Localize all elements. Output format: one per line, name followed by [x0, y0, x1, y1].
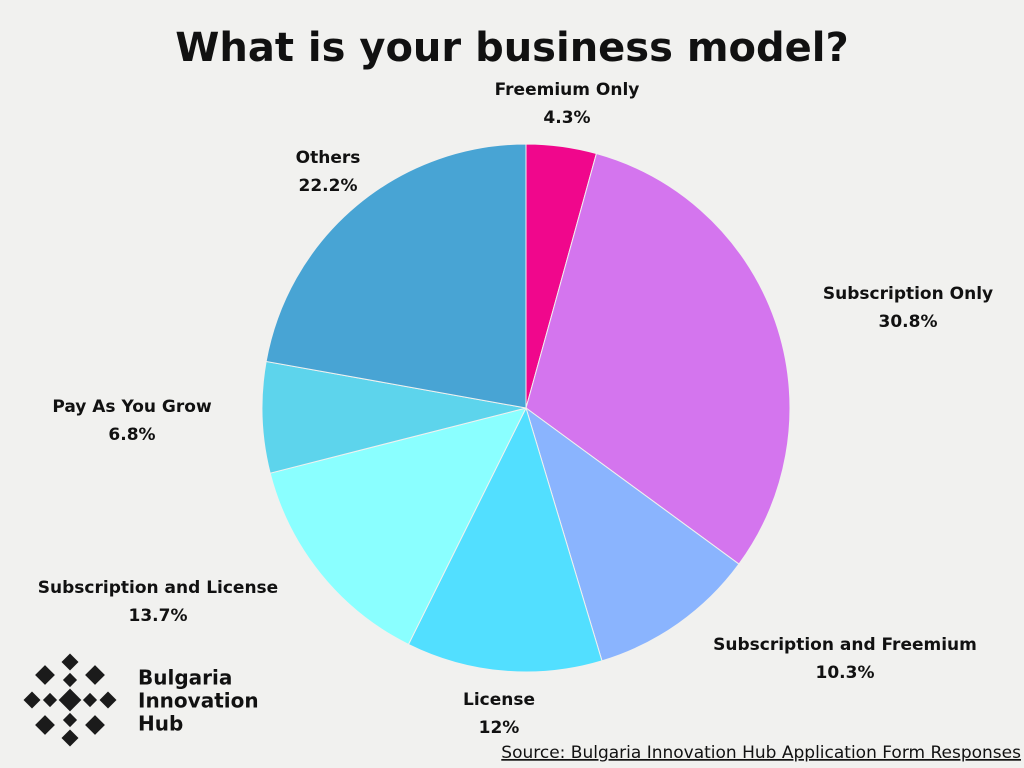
slice-label: Subscription and Freemium [713, 635, 977, 655]
slice [525, 406, 740, 662]
value-label: 10.3% [816, 663, 875, 683]
slice [265, 143, 527, 409]
value-label: 30.8% [879, 312, 938, 332]
slice [525, 152, 791, 565]
value-label: 12% [479, 718, 520, 738]
slice [407, 406, 603, 673]
labels: Freemium Only 4.3% Subscription Only 30.8% S… [38, 80, 993, 738]
value-label: 13.7% [129, 606, 188, 626]
logo-line: Hub [138, 712, 183, 736]
logo-line: Bulgaria [138, 666, 232, 690]
slice-label: Subscription Only [823, 284, 993, 304]
slice [269, 407, 527, 646]
slice-label: License [463, 690, 535, 710]
value-label: 4.3% [543, 108, 590, 128]
slice-label: Pay As You Grow [52, 397, 212, 417]
value-label: 6.8% [108, 425, 155, 445]
logo-text: Bulgaria Innovation Hub [138, 666, 259, 736]
value-label: 22.2% [299, 176, 358, 196]
source: Source: Bulgaria Innovation Hub Applicat… [501, 743, 1021, 763]
chart-title: What is your business model? [175, 25, 848, 71]
pie [261, 143, 791, 673]
slice-label: Freemium Only [495, 80, 640, 100]
slice-label: Others [296, 148, 361, 168]
slice [261, 360, 527, 474]
logo-line: Innovation [138, 689, 259, 713]
slice-label: Subscription and License [38, 578, 278, 598]
